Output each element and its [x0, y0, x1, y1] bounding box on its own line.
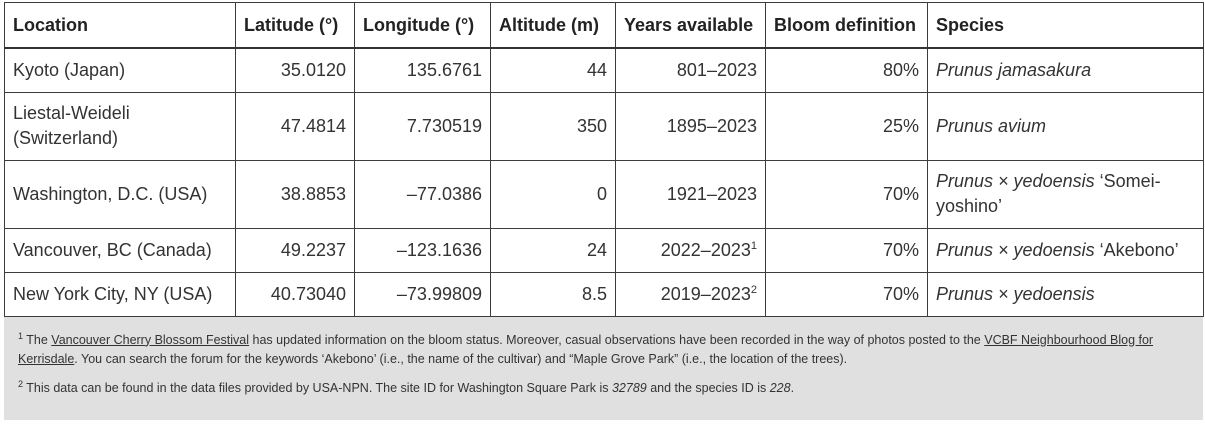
column-header-bloom-definition: Bloom definition [765, 2, 928, 49]
column-header-longitude: Longitude (°) [354, 2, 491, 49]
cell-longitude: –123.1636 [354, 227, 491, 273]
species-name: Prunus jamasakura [936, 59, 1092, 80]
vcbf-kerrisdale-blog-link[interactable]: VCBF Neighbourhood Blog for Kerrisdale [18, 332, 1154, 366]
species-name: Prunus × yedoensis [936, 171, 1095, 191]
species-name: Prunus avium [936, 115, 1047, 136]
cell-location: Kyoto (Japan) [4, 47, 236, 93]
cell-bloom-definition: 70% [765, 271, 928, 317]
years-range: 801–2023 [676, 59, 757, 80]
footnote-text: . [790, 380, 795, 395]
cell-latitude: 47.4814 [235, 91, 355, 161]
footnote-1: 1 The Vancouver Cherry Blossom Festival … [18, 331, 1189, 369]
cell-years: 1921–2023 [615, 159, 766, 229]
table-row: Kyoto (Japan) 35.0120 135.6761 44 801–20… [4, 47, 1204, 93]
table-row: Washington, D.C. (USA) 38.8853 –77.0386 … [4, 159, 1204, 229]
species-id: 228 [769, 380, 791, 395]
footnote-2-mark: 2 [18, 378, 24, 389]
cell-latitude: 40.73040 [235, 271, 355, 317]
table-row: Liestal-Weideli (Switzerland) 47.4814 7.… [4, 91, 1204, 161]
species-name: Prunus × yedoensis [936, 283, 1095, 304]
cell-location: Vancouver, BC (Canada) [4, 227, 236, 273]
cell-altitude: 350 [490, 91, 616, 161]
cell-bloom-definition: 70% [765, 159, 928, 229]
cell-location: Liestal-Weideli (Switzerland) [4, 91, 236, 161]
years-range: 2022–2023 [660, 239, 751, 260]
column-header-location: Location [4, 2, 236, 49]
cell-latitude: 49.2237 [235, 227, 355, 273]
cell-longitude: –73.99809 [354, 271, 491, 317]
data-table-container: Location Latitude (°) Longitude (°) Alti… [4, 2, 1204, 420]
footnote-2: 2 This data can be found in the data fil… [18, 379, 1189, 398]
column-header-years: Years available [615, 2, 766, 49]
footnote-text: The [23, 332, 52, 347]
cell-species: Prunus jamasakura [927, 47, 1204, 93]
cultivar-name: ‘Akebono’ [1094, 239, 1179, 260]
cell-bloom-definition: 70% [765, 227, 928, 273]
cell-longitude: 135.6761 [354, 47, 491, 93]
cell-species: Prunus avium [927, 91, 1204, 161]
species-name: Prunus × yedoensis [936, 239, 1095, 260]
cell-longitude: –77.0386 [354, 159, 491, 229]
cell-altitude: 44 [490, 47, 616, 93]
table-header-row: Location Latitude (°) Longitude (°) Alti… [4, 2, 1204, 49]
column-header-altitude: Altitude (m) [490, 2, 616, 49]
cell-altitude: 8.5 [490, 271, 616, 317]
table-row: Vancouver, BC (Canada) 49.2237 –123.1636… [4, 227, 1204, 273]
cell-years: 801–2023 [615, 47, 766, 93]
column-header-latitude: Latitude (°) [235, 2, 355, 49]
cell-years: 2019–20232 [615, 271, 766, 317]
cell-latitude: 35.0120 [235, 47, 355, 93]
cell-bloom-definition: 25% [765, 91, 928, 161]
site-id: 32789 [611, 380, 647, 395]
footnote-text: . You can search the forum for the keywo… [74, 351, 848, 366]
bloom-sites-table: Location Latitude (°) Longitude (°) Alti… [4, 2, 1204, 317]
footnote-text: has updated information on the bloom sta… [249, 332, 985, 347]
cell-years: 2022–20231 [615, 227, 766, 273]
column-header-species: Species [927, 2, 1204, 49]
years-range: 1895–2023 [666, 115, 757, 136]
cell-years: 1895–2023 [615, 91, 766, 161]
footnote-1-mark: 1 [18, 330, 24, 341]
cell-location: New York City, NY (USA) [4, 271, 236, 317]
footnote-text: This data can be found in the data files… [23, 380, 612, 395]
footnote-marker[interactable]: 1 [750, 239, 757, 252]
cell-species: Prunus × yedoensis ‘Akebono’ [927, 227, 1204, 273]
cell-altitude: 24 [490, 227, 616, 273]
years-range: 1921–2023 [666, 183, 757, 204]
cell-longitude: 7.730519 [354, 91, 491, 161]
cell-species: Prunus × yedoensis [927, 271, 1204, 317]
footnote-marker[interactable]: 2 [750, 283, 757, 296]
cell-altitude: 0 [490, 159, 616, 229]
vancouver-cherry-blossom-festival-link[interactable]: Vancouver Cherry Blossom Festival [51, 332, 250, 347]
footnote-text: and the species ID is [646, 380, 770, 395]
cell-bloom-definition: 80% [765, 47, 928, 93]
cultivar-name: ‘Somei-yoshino’ [936, 171, 1161, 216]
table-footnotes: 1 The Vancouver Cherry Blossom Festival … [4, 316, 1203, 420]
cell-latitude: 38.8853 [235, 159, 355, 229]
table-row: New York City, NY (USA) 40.73040 –73.998… [4, 271, 1204, 317]
years-range: 2019–2023 [660, 283, 751, 304]
cell-species: Prunus × yedoensis ‘Somei-yoshino’ [927, 159, 1204, 229]
cell-location: Washington, D.C. (USA) [4, 159, 236, 229]
